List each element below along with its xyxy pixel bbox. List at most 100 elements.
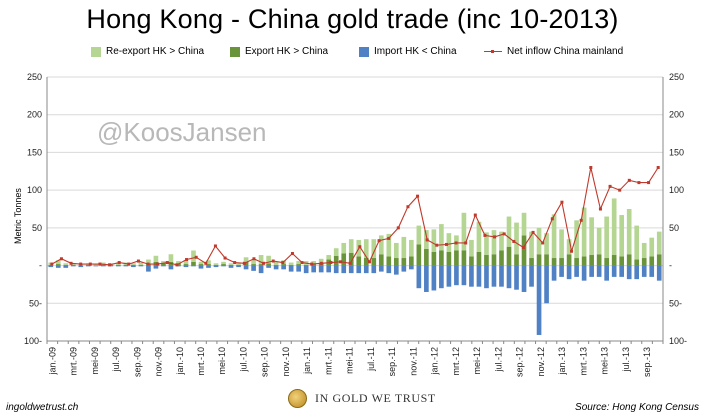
bar-export	[446, 251, 452, 266]
x-tick-label: sep.-13	[642, 347, 652, 377]
net-inflow-point	[175, 263, 179, 267]
bar-export	[559, 258, 564, 266]
bar-re-export	[559, 229, 564, 259]
bar-re-export	[431, 229, 437, 252]
bar-import	[70, 265, 76, 267]
bar-export	[116, 264, 121, 266]
x-tick-label: jul.-12	[493, 347, 503, 373]
bar-export	[333, 255, 339, 266]
bar-import	[611, 265, 617, 277]
net-inflow-point	[165, 261, 169, 265]
x-tick-label: jul.-09	[111, 347, 121, 373]
net-inflow-point	[387, 236, 391, 240]
bar-export	[228, 264, 234, 266]
bar-export	[544, 254, 549, 266]
legend-line-net-inflow	[484, 47, 502, 57]
net-inflow-point	[416, 194, 420, 198]
x-tick-label: nov.-12	[536, 347, 546, 376]
x-tick-label: mei-12	[472, 347, 482, 375]
legend-item-export: Export HK > China	[230, 46, 328, 57]
bar-import	[566, 265, 572, 280]
bar-re-export	[386, 233, 392, 257]
brand-name: IN GOLD WE TRUST	[315, 391, 436, 405]
bar-import	[85, 265, 91, 267]
bar-import	[101, 265, 106, 267]
bar-re-export	[251, 260, 256, 265]
net-inflow-point	[608, 184, 612, 188]
bar-import	[559, 265, 564, 277]
bar-import	[176, 265, 181, 267]
net-inflow-point	[108, 263, 112, 267]
bar-export	[626, 254, 632, 266]
footer-website: ingoldwetrust.ch	[6, 402, 79, 413]
bar-export	[529, 258, 534, 266]
x-tick-label: mrt.-13	[578, 347, 588, 376]
x-tick-label: sep.-12	[515, 347, 525, 377]
bar-export	[424, 248, 429, 266]
net-inflow-point	[223, 256, 227, 260]
net-inflow-point	[290, 252, 294, 256]
legend-label-re-export: Re-export HK > China	[106, 46, 205, 57]
bar-export	[656, 254, 662, 266]
net-inflow-point	[319, 261, 323, 265]
bar-export	[439, 250, 444, 266]
net-inflow-point	[194, 255, 198, 259]
bar-import	[311, 265, 317, 273]
bar-export	[386, 256, 392, 266]
x-tick-label: nov.-11	[408, 347, 418, 376]
bar-export	[236, 264, 241, 266]
net-inflow-point	[454, 241, 458, 245]
bar-re-export	[146, 259, 151, 264]
net-inflow-point	[579, 218, 583, 222]
bar-import	[146, 265, 151, 272]
bar-export	[85, 264, 91, 266]
bar-import	[281, 265, 286, 270]
bar-import	[529, 265, 534, 287]
net-inflow-point	[377, 239, 381, 243]
bar-re-export	[70, 263, 76, 265]
net-inflow-point	[348, 261, 352, 265]
bar-export	[649, 256, 655, 266]
bar-export	[514, 254, 519, 266]
bar-re-export	[318, 258, 324, 264]
legend-item-import: Import HK < China	[359, 46, 457, 57]
bar-import	[123, 265, 129, 267]
bar-import	[491, 265, 497, 287]
bar-re-export	[228, 263, 234, 265]
net-inflow-point	[300, 261, 304, 265]
bar-export	[251, 264, 256, 266]
net-inflow-point	[69, 261, 73, 265]
bar-import	[168, 265, 174, 270]
bar-re-export	[521, 212, 527, 236]
net-inflow-point	[358, 245, 362, 249]
bar-re-export	[371, 239, 377, 259]
bar-re-export	[393, 242, 399, 259]
coin-logo-icon	[288, 389, 307, 408]
net-inflow-line	[51, 167, 659, 266]
net-inflow-point	[598, 207, 602, 211]
bar-export	[213, 264, 219, 266]
bar-export	[393, 258, 399, 266]
bar-export	[634, 259, 640, 266]
y-tick-label-right: 50	[669, 223, 679, 233]
net-inflow-point	[252, 257, 256, 261]
bar-import	[536, 265, 542, 335]
net-inflow-point	[473, 213, 477, 217]
bar-import	[619, 265, 625, 277]
bar-import	[63, 265, 69, 268]
bar-re-export	[551, 214, 557, 259]
bar-import	[288, 265, 294, 272]
net-inflow-point	[146, 262, 150, 266]
bar-import	[318, 265, 324, 273]
bar-re-export	[641, 242, 647, 259]
bar-import	[378, 265, 384, 272]
bar-re-export	[484, 232, 489, 256]
net-inflow-point	[531, 230, 535, 234]
bar-re-export	[326, 255, 332, 260]
bar-export	[371, 258, 377, 266]
bar-import	[161, 265, 166, 267]
legend: Re-export HK > China Export HK > China I…	[0, 46, 705, 62]
bar-re-export	[363, 239, 369, 259]
bar-re-export	[101, 262, 106, 265]
bar-re-export	[213, 263, 219, 265]
